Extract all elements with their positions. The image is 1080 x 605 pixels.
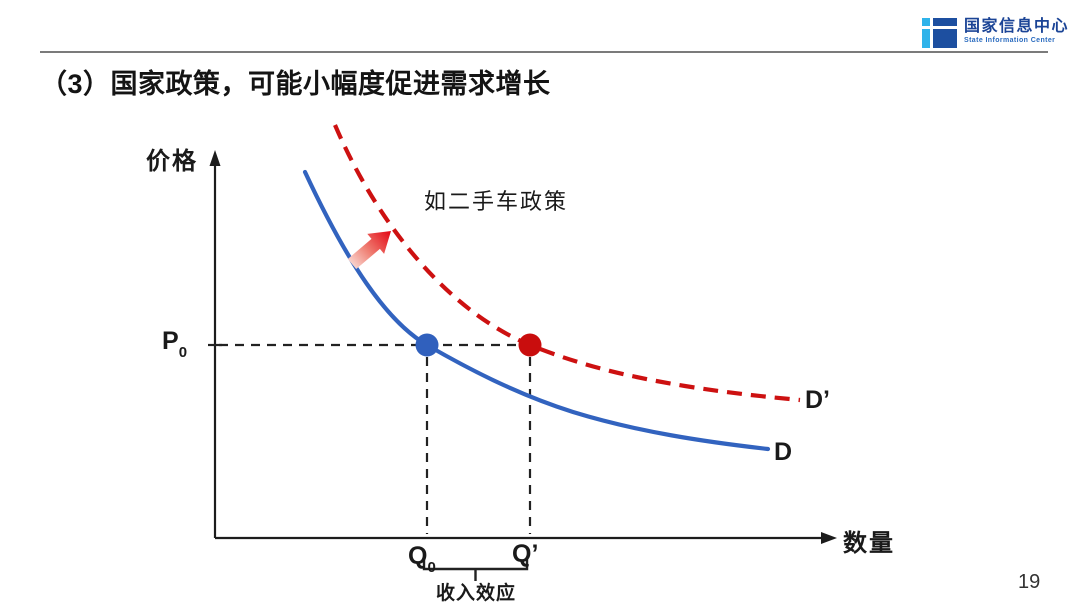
income-effect-bracket bbox=[422, 558, 529, 581]
org-logo: 国家信息中心 State Information Center bbox=[922, 18, 1069, 48]
q0-label-sub: 0 bbox=[427, 559, 436, 576]
logo-block-blue-top bbox=[933, 18, 957, 26]
y-axis-label: 价格 bbox=[146, 148, 198, 175]
income-effect-label: 收入效应 bbox=[435, 583, 516, 604]
org-logo-text: 国家信息中心 State Information Center bbox=[964, 18, 1069, 44]
header-divider bbox=[40, 51, 1048, 53]
slide-title: （3）国家政策，可能小幅度促进需求增长 bbox=[40, 69, 551, 99]
curve-d-label: D bbox=[774, 438, 793, 466]
q0-label-base: Q bbox=[408, 542, 428, 570]
q-prime-label: Q’ bbox=[512, 540, 539, 568]
page-number: 19 bbox=[1018, 571, 1041, 593]
p0-label-base: P bbox=[162, 327, 179, 355]
org-name-en: State Information Center bbox=[964, 37, 1056, 44]
shift-arrow-icon bbox=[347, 231, 391, 269]
q0-label: Q0 bbox=[408, 542, 436, 576]
curve-d-prime-label: D’ bbox=[805, 386, 830, 414]
logo-block-cyan-bottom bbox=[922, 29, 930, 48]
org-logo-icon bbox=[922, 18, 957, 48]
policy-annotation: 如二手车政策 bbox=[424, 189, 569, 214]
p0-label-sub: 0 bbox=[178, 344, 188, 361]
x-axis-arrowhead-icon bbox=[821, 532, 837, 544]
org-name-cn: 国家信息中心 bbox=[964, 18, 1070, 35]
initial-equilibrium-point bbox=[415, 333, 439, 357]
p0-label: P0 bbox=[162, 327, 188, 361]
logo-block-cyan-top bbox=[922, 18, 930, 26]
new-equilibrium-point bbox=[518, 333, 542, 357]
logo-block-blue-bottom bbox=[933, 29, 957, 48]
y-axis-arrowhead-icon bbox=[209, 150, 221, 166]
demand-curve-d bbox=[302, 169, 771, 452]
demand-curve-d-prime bbox=[333, 124, 801, 403]
x-axis-label: 数量 bbox=[843, 530, 895, 557]
